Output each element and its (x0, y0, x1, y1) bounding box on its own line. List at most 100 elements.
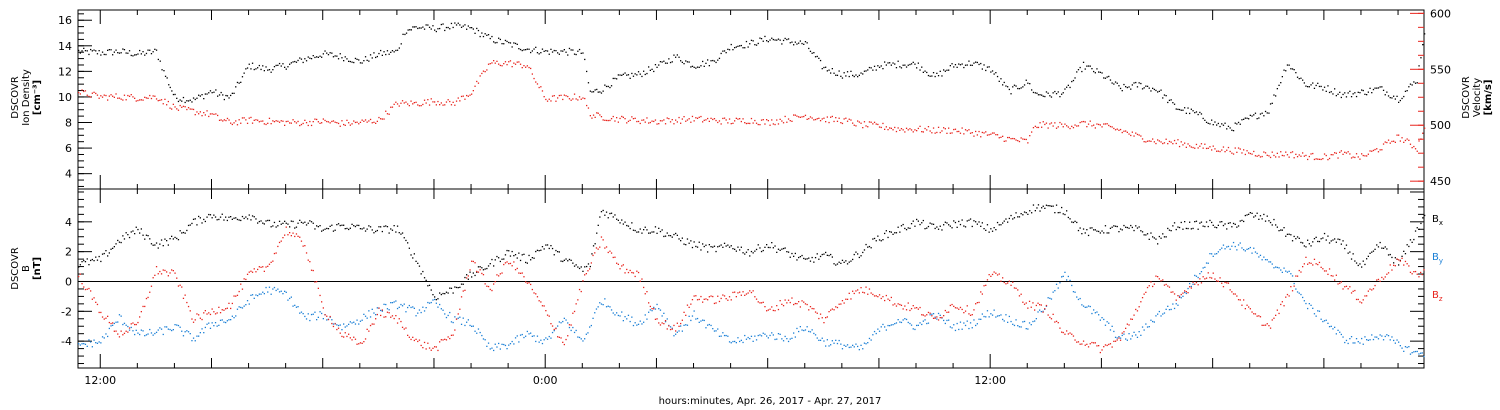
data-point (690, 303, 692, 305)
data-point (1411, 147, 1413, 149)
data-point (523, 336, 525, 339)
data-point (909, 128, 911, 130)
data-point (917, 127, 919, 130)
data-point (1211, 253, 1213, 255)
data-point (1295, 288, 1297, 290)
data-point (732, 248, 734, 250)
data-point (551, 51, 554, 53)
data-point (627, 120, 630, 122)
data-point (428, 26, 431, 28)
data-point (113, 246, 115, 248)
data-point (1143, 234, 1145, 236)
data-point (604, 84, 606, 86)
data-point (604, 119, 606, 121)
data-point (503, 343, 505, 346)
data-point (302, 313, 304, 315)
data-point (472, 325, 474, 327)
data-point (263, 293, 265, 295)
data-point (265, 66, 267, 68)
data-point (157, 58, 159, 61)
data-point (484, 268, 486, 270)
data-point (840, 75, 842, 77)
data-point (1089, 227, 1091, 229)
data-point (326, 120, 328, 123)
data-point (825, 121, 827, 123)
data-point (838, 339, 840, 342)
data-point (1135, 132, 1137, 134)
data-point (1168, 286, 1171, 288)
data-point (703, 65, 705, 67)
data-point (1081, 70, 1083, 73)
data-point (420, 344, 422, 347)
data-point (949, 326, 951, 328)
data-point (194, 319, 196, 321)
data-point (1114, 225, 1117, 227)
data-point (671, 327, 673, 329)
data-point (959, 64, 962, 66)
data-point (393, 317, 395, 320)
data-point (1045, 122, 1048, 124)
data-point (1308, 86, 1310, 88)
data-point (391, 50, 394, 52)
data-point (846, 120, 849, 122)
data-point (100, 311, 102, 314)
data-point (653, 306, 655, 309)
data-point (509, 60, 512, 62)
data-point (120, 52, 122, 54)
data-point (712, 328, 714, 330)
data-point (1189, 145, 1191, 147)
data-point (1406, 346, 1408, 349)
data-point (1269, 156, 1272, 159)
data-point (204, 326, 206, 329)
data-point (1379, 280, 1381, 282)
data-point (213, 113, 215, 115)
data-point (385, 225, 387, 227)
data-point (1128, 324, 1130, 326)
data-point (769, 334, 771, 337)
data-point (358, 224, 360, 227)
data-point (1202, 276, 1204, 278)
data-point (664, 62, 667, 64)
data-point (1086, 306, 1088, 308)
data-point (591, 253, 593, 255)
data-point (160, 273, 163, 275)
data-point (284, 290, 286, 292)
data-point (336, 122, 338, 124)
data-point (1106, 232, 1108, 234)
data-point (1211, 119, 1213, 121)
data-point (1219, 249, 1221, 251)
data-point (275, 64, 277, 67)
data-point (885, 294, 887, 297)
data-point (1182, 292, 1184, 294)
data-point (1337, 93, 1339, 95)
data-point (285, 120, 287, 123)
data-point (162, 245, 164, 247)
data-point (910, 223, 913, 225)
data-point (644, 226, 646, 228)
data-point (184, 294, 186, 296)
data-point (786, 251, 788, 253)
data-point (378, 116, 380, 119)
data-point (337, 327, 340, 329)
data-point (1163, 94, 1166, 96)
data-point (1079, 297, 1081, 300)
data-point (1173, 293, 1176, 295)
data-point (423, 277, 426, 279)
data-point (213, 214, 215, 216)
data-point (514, 254, 517, 256)
data-point (289, 122, 291, 124)
data-point (1290, 68, 1292, 70)
data-point (690, 240, 692, 242)
data-point (594, 89, 596, 91)
data-point (693, 241, 695, 243)
data-point (508, 263, 510, 265)
data-point (1355, 153, 1358, 155)
data-point (176, 237, 178, 240)
data-point (1192, 146, 1194, 149)
data-point (1020, 137, 1022, 139)
data-point (1017, 216, 1019, 218)
data-point (536, 249, 539, 251)
data-point (194, 98, 196, 101)
data-point (1039, 122, 1041, 124)
data-point (612, 256, 614, 259)
